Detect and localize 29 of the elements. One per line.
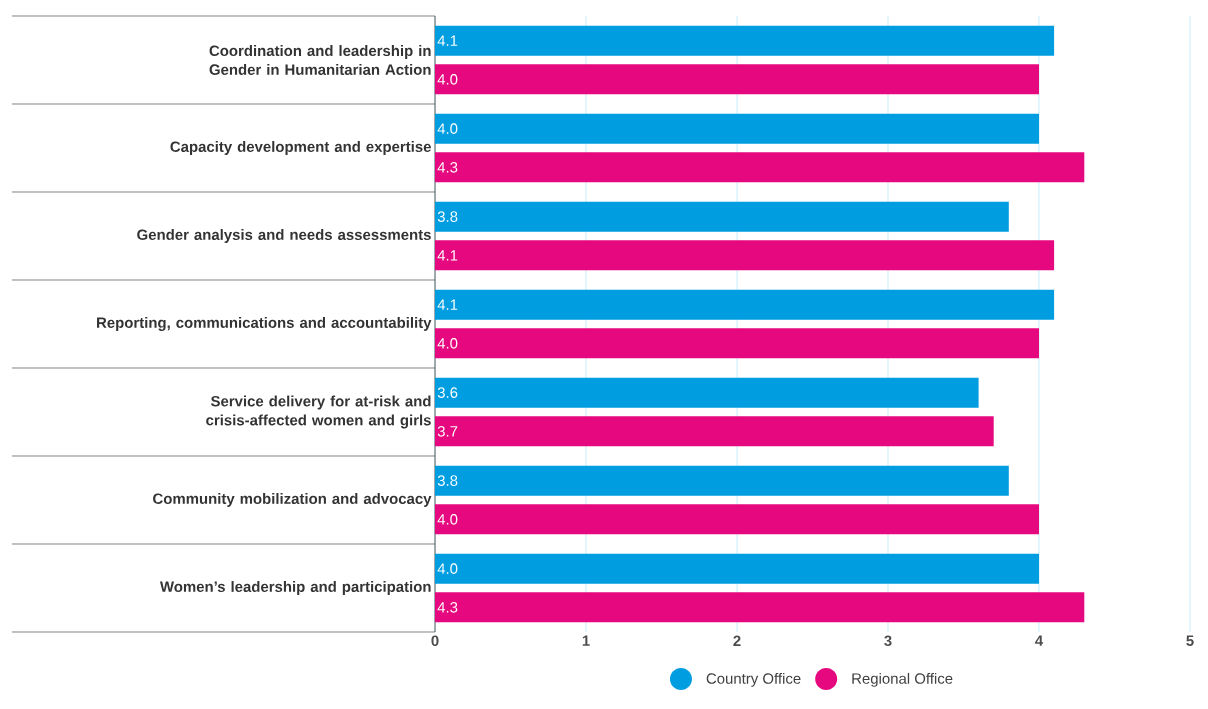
y-tick-label: Service delivery for at-risk and crisis-affected women and girls xyxy=(206,395,431,429)
data-label: 3.8 xyxy=(437,475,458,486)
y-tick-label: Coordination and leadership in Gender in Humanitarian Action xyxy=(209,45,431,75)
data-label: 4.1 xyxy=(437,35,458,46)
data-label: 4.0 xyxy=(437,123,458,134)
data-label: 4.1 xyxy=(437,299,458,310)
x-tick-label: 2 xyxy=(733,635,741,646)
x-tick-label: 4 xyxy=(1035,635,1044,646)
data-label: 4.3 xyxy=(437,162,458,173)
data-label: 4.0 xyxy=(437,514,458,525)
y-tick-label: Women’s leadership and participation xyxy=(159,581,431,595)
data-label: 4.0 xyxy=(437,338,458,349)
y-tick-label: Reporting, communications and accountability xyxy=(97,317,432,331)
x-tick-label: 1 xyxy=(582,635,590,646)
data-label: 3.8 xyxy=(437,211,458,222)
data-label: 4.0 xyxy=(437,563,458,574)
data-label: 4.0 xyxy=(437,74,458,85)
data-label: 4.1 xyxy=(437,250,458,261)
x-tick-label: 0 xyxy=(431,635,439,647)
legend-label: Country Office xyxy=(706,672,801,687)
data-label: 3.6 xyxy=(437,387,458,398)
x-tick-label: 3 xyxy=(884,635,892,647)
x-tick-label: 5 xyxy=(1186,635,1194,646)
data-label: 3.7 xyxy=(437,426,458,437)
y-tick-label: Gender analysis and needs assessments xyxy=(137,229,431,243)
y-tick-label: Capacity development and expertise xyxy=(170,141,431,155)
y-tick-label: Community mobilization and advocacy xyxy=(153,493,432,507)
data-label: 4.3 xyxy=(437,602,458,613)
legend-label: Regional Office xyxy=(852,672,953,687)
